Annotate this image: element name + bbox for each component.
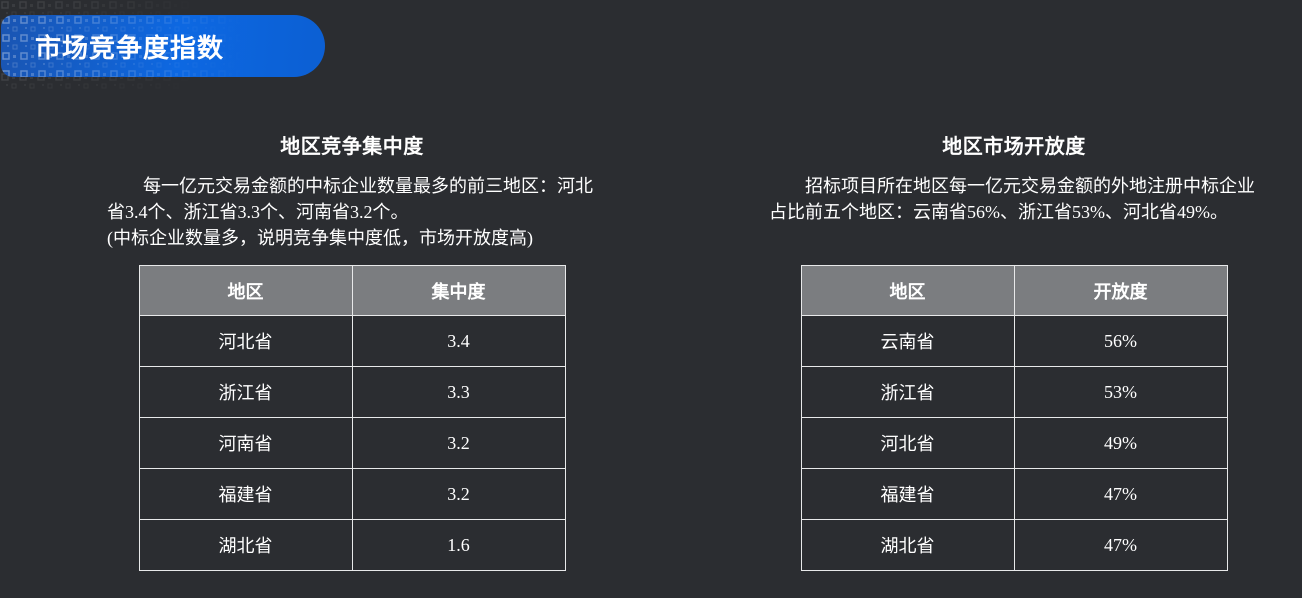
section-note: (中标企业数量多，说明竞争集中度低，市场开放度高) — [107, 228, 533, 248]
page-title-banner: 市场竞争度指数 — [1, 15, 325, 77]
column-header-concentration: 集中度 — [351, 265, 566, 316]
table-row: 福建省 3.2 — [138, 468, 566, 520]
value-cell: 56% — [1013, 315, 1228, 367]
table-row: 河南省 3.2 — [138, 417, 566, 469]
table-row: 云南省 56% — [800, 315, 1228, 367]
region-cell: 福建省 — [800, 468, 1015, 520]
table-row: 河北省 49% — [800, 417, 1228, 469]
concentration-table: 地区 集中度 河北省 3.4 浙江省 3.3 河南省 3.2 福建省 — [138, 265, 566, 571]
section-competition-concentration: 地区竞争集中度 每一亿元交易金额的中标企业数量最多的前三地区：河北省3.4个、浙… — [107, 130, 597, 571]
table-row: 河北省 3.4 — [138, 315, 566, 367]
table-row: 浙江省 3.3 — [138, 366, 566, 418]
region-cell: 河南省 — [138, 417, 353, 469]
section-description-block: 招标项目所在地区每一亿元交易金额的外地注册中标企业占比前五个地区：云南省56%、… — [769, 173, 1259, 265]
value-cell: 3.4 — [351, 315, 566, 367]
value-cell: 49% — [1013, 417, 1228, 469]
value-cell: 47% — [1013, 519, 1228, 571]
value-cell: 3.2 — [351, 417, 566, 469]
section-title: 地区竞争集中度 — [280, 136, 424, 158]
table-row: 湖北省 1.6 — [138, 519, 566, 571]
table-header-row: 地区 开放度 — [800, 265, 1228, 316]
section-description: 招标项目所在地区每一亿元交易金额的外地注册中标企业占比前五个地区：云南省56%、… — [769, 176, 1255, 222]
column-header-openness: 开放度 — [1013, 265, 1228, 316]
table-row: 浙江省 53% — [800, 366, 1228, 418]
region-cell: 湖北省 — [138, 519, 353, 571]
column-header-region: 地区 — [800, 265, 1015, 316]
table-row: 湖北省 47% — [800, 519, 1228, 571]
value-cell: 53% — [1013, 366, 1228, 418]
openness-table: 地区 开放度 云南省 56% 浙江省 53% 河北省 49% 福建省 — [800, 265, 1228, 571]
value-cell: 3.3 — [351, 366, 566, 418]
value-cell: 1.6 — [351, 519, 566, 571]
region-cell: 云南省 — [800, 315, 1015, 367]
section-description-block: 每一亿元交易金额的中标企业数量最多的前三地区：河北省3.4个、浙江省3.3个、河… — [107, 173, 597, 265]
region-cell: 河北省 — [138, 315, 353, 367]
content-columns: 地区竞争集中度 每一亿元交易金额的中标企业数量最多的前三地区：河北省3.4个、浙… — [107, 130, 1259, 571]
table-header-row: 地区 集中度 — [138, 265, 566, 316]
region-cell: 河北省 — [800, 417, 1015, 469]
banner-pixel-pattern — [1, 15, 325, 77]
region-cell: 福建省 — [138, 468, 353, 520]
column-header-region: 地区 — [138, 265, 353, 316]
region-cell: 浙江省 — [800, 366, 1015, 418]
region-cell: 浙江省 — [138, 366, 353, 418]
section-market-openness: 地区市场开放度 招标项目所在地区每一亿元交易金额的外地注册中标企业占比前五个地区… — [769, 130, 1259, 571]
page-title: 市场竞争度指数 — [35, 32, 225, 63]
value-cell: 47% — [1013, 468, 1228, 520]
value-cell: 3.2 — [351, 468, 566, 520]
region-cell: 湖北省 — [800, 519, 1015, 571]
section-description: 每一亿元交易金额的中标企业数量最多的前三地区：河北省3.4个、浙江省3.3个、河… — [107, 176, 593, 222]
table-row: 福建省 47% — [800, 468, 1228, 520]
section-title: 地区市场开放度 — [942, 136, 1086, 158]
